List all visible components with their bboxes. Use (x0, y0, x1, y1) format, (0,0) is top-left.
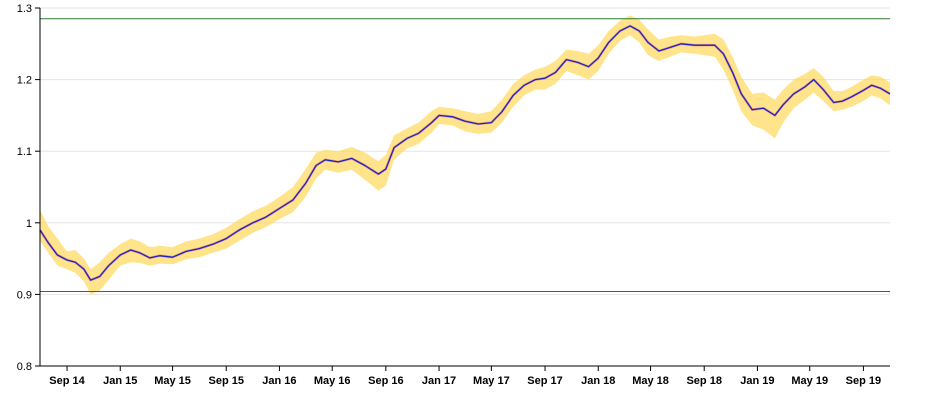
x-tick-label: Sep 18 (686, 375, 721, 387)
y-tick-label: 1.2 (17, 75, 32, 87)
series-layer (38, 24, 891, 282)
range-band-layer (40, 15, 890, 295)
reference-lines (40, 18, 890, 293)
x-tick-label: May 17 (473, 375, 510, 387)
x-tick-label: Sep 16 (368, 375, 403, 387)
axes (39, 8, 890, 367)
range-band (40, 15, 890, 295)
y-tick-label: 1 (26, 218, 32, 230)
x-tick-label: Sep 14 (49, 375, 85, 387)
series-shadow-line (38, 24, 891, 282)
x-tick-label: Sep 15 (208, 375, 243, 387)
y-tick-label: 0.9 (17, 289, 32, 301)
x-tick-label: Jan 16 (262, 375, 296, 387)
y-tick-label: 1.3 (17, 3, 32, 15)
grid-lines (40, 7, 890, 295)
series-line (39, 25, 891, 281)
x-tick-label: May 15 (154, 375, 191, 387)
x-tick-label: May 19 (791, 375, 828, 387)
x-tick-label: Sep 19 (846, 375, 881, 387)
y-axis-ticks: 0.8 0.9 1 1.1 1.2 1.3 (17, 3, 40, 373)
x-tick-label: Jan 15 (103, 375, 137, 387)
x-tick-label: May 16 (314, 375, 351, 387)
y-tick-label: 0.8 (17, 361, 32, 373)
x-tick-label: Jan 17 (422, 375, 456, 387)
x-tick-label: May 18 (632, 375, 669, 387)
x-tick-label: Sep 17 (527, 375, 562, 387)
x-tick-label: Jan 19 (740, 375, 774, 387)
y-tick-label: 1.1 (17, 146, 32, 158)
x-tick-label: Jan 18 (581, 375, 615, 387)
x-axis-ticks: Sep 14 Jan 15 May 15 Sep 15 Jan 16 May 16 Sep … (49, 366, 881, 387)
